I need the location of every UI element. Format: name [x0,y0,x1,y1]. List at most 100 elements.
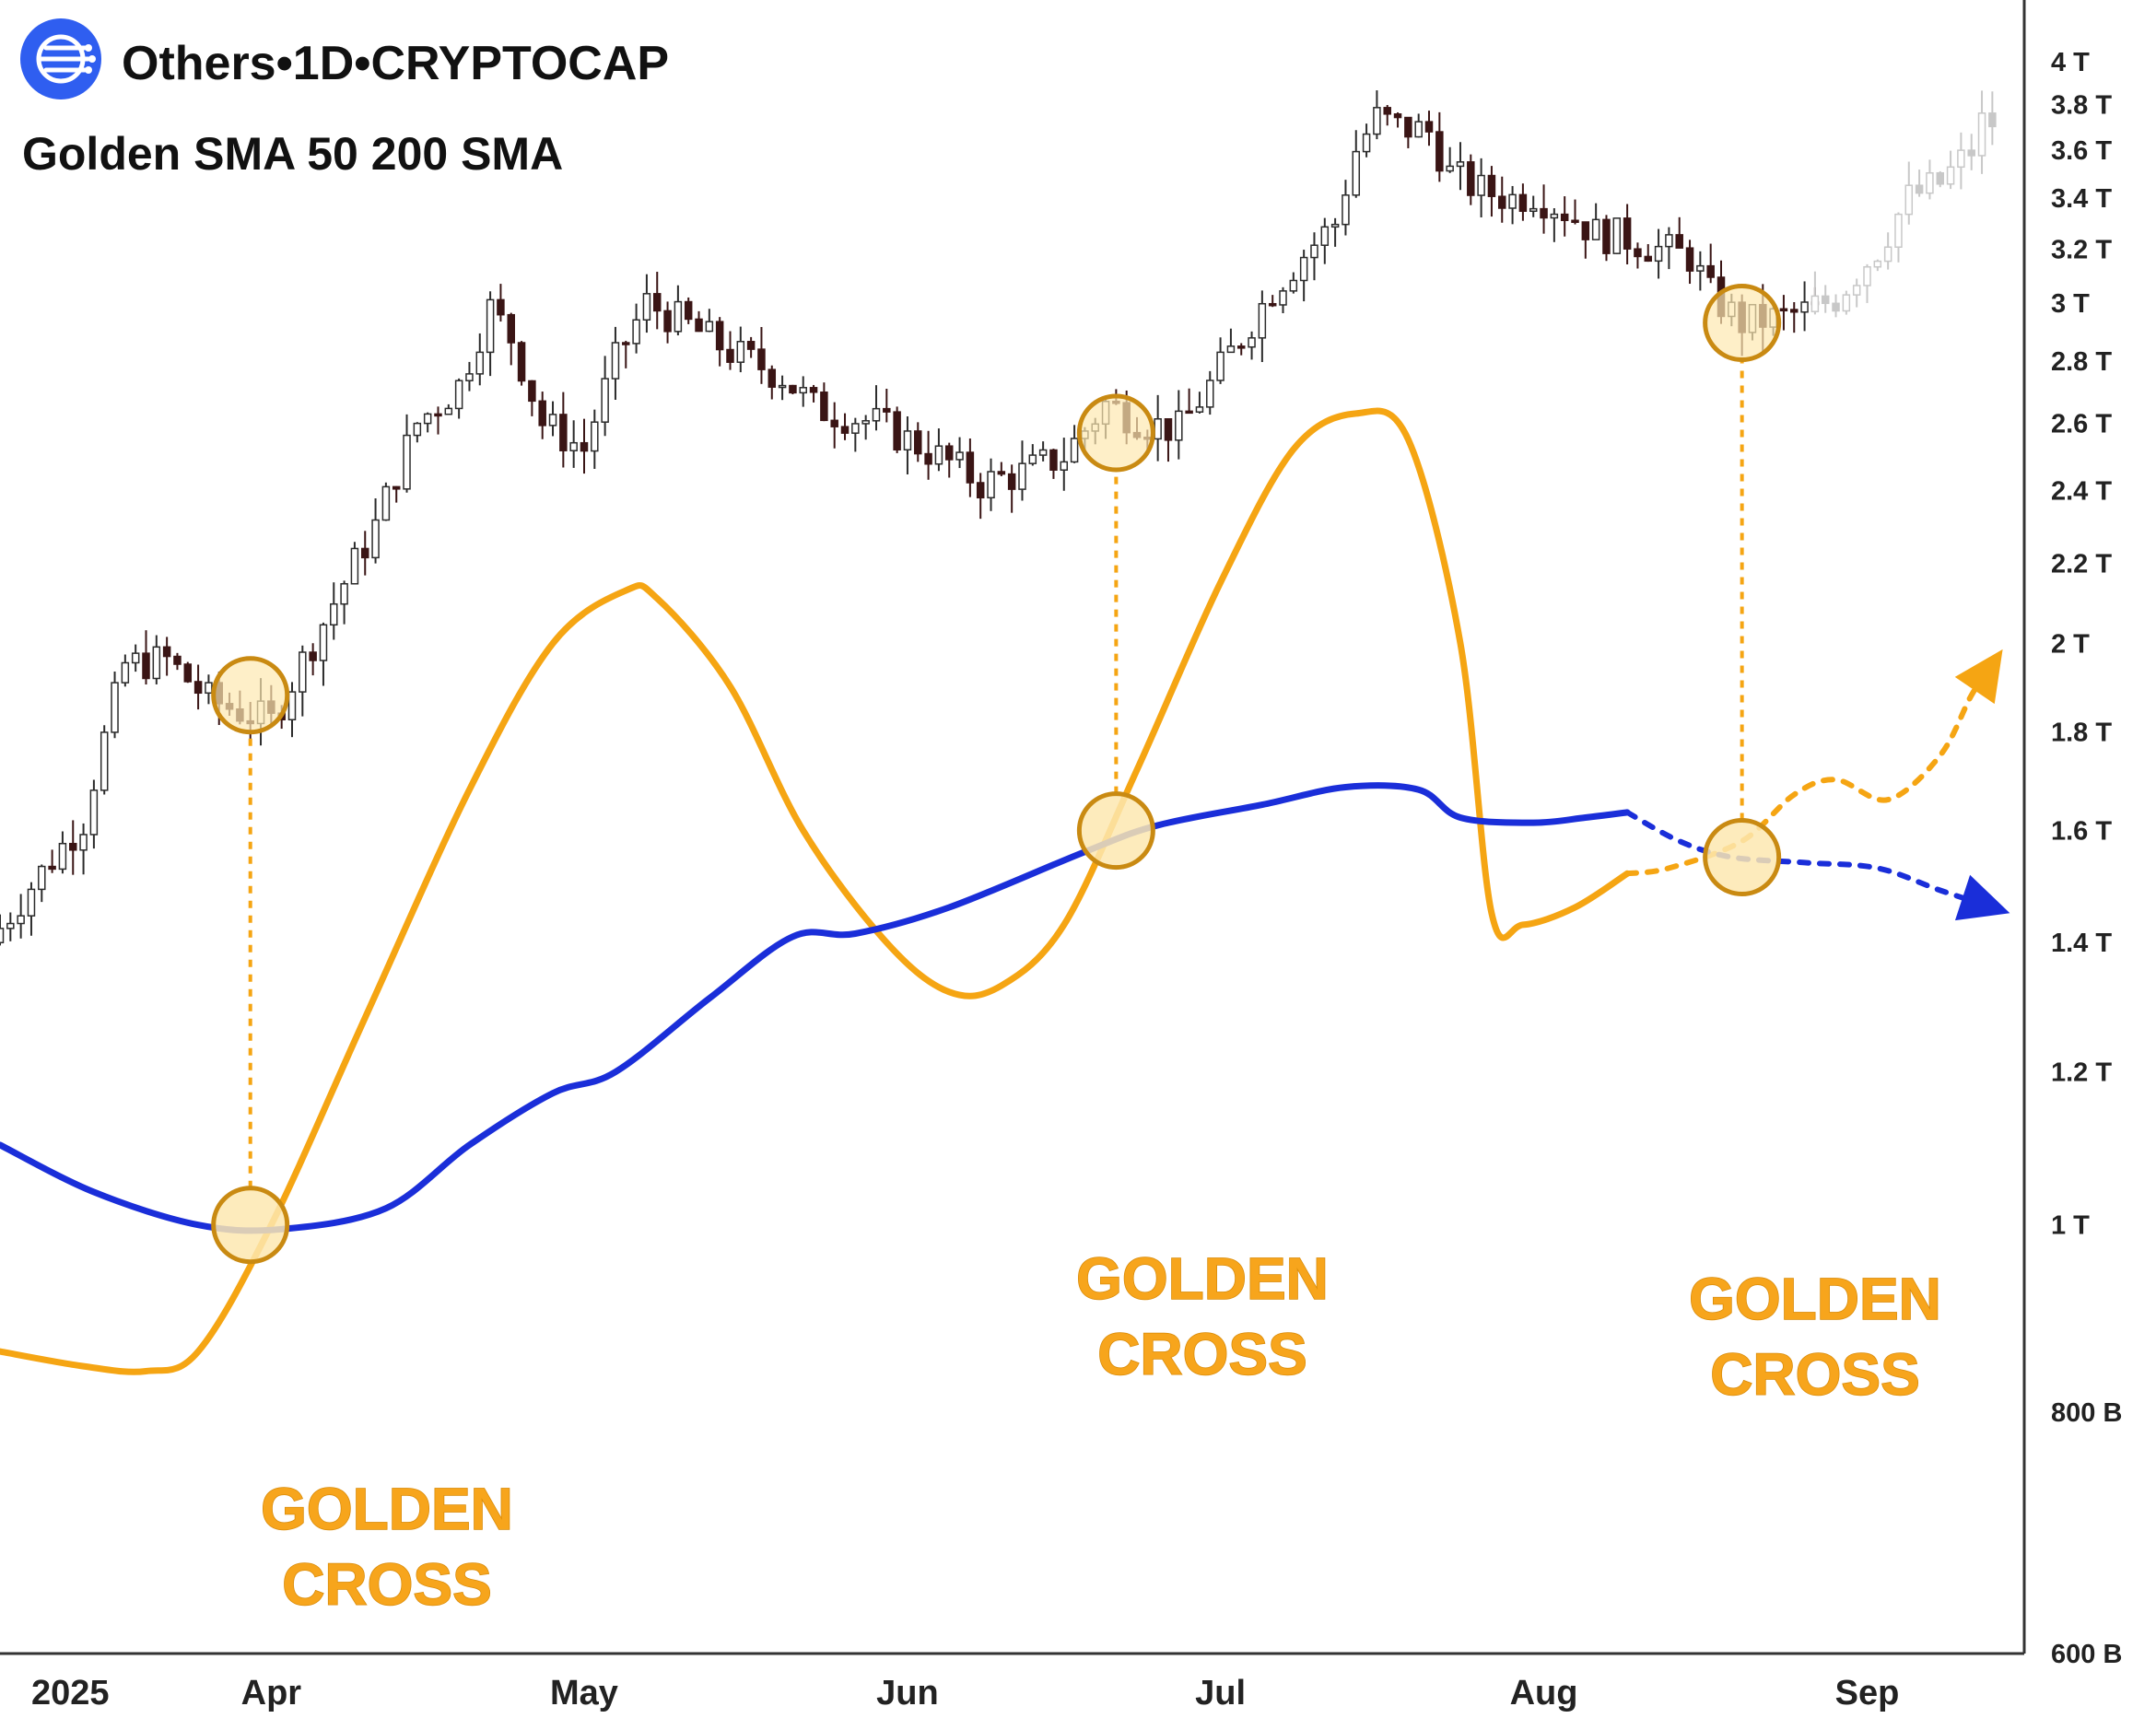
candle [601,356,609,437]
candle [1540,184,1548,234]
candle [809,384,818,403]
projected-candle [1946,150,1955,190]
candle [1268,295,1277,308]
candle [893,406,901,453]
candle [820,382,828,422]
candle [674,285,683,336]
projected-candles [1810,90,1997,318]
candle [1236,343,1246,356]
candle [507,312,515,366]
candle [423,412,432,433]
sma-200-line [0,782,1631,1234]
candle [392,485,401,503]
y-tick-label: 2.2 T [2051,550,2112,579]
golden-cross-markers [211,284,1782,1265]
candle [1435,111,1444,182]
candle [1383,104,1391,126]
candle [789,384,797,395]
candle [1216,337,1224,384]
candle [663,301,672,344]
candle [934,428,943,472]
cross-marker [211,1186,290,1265]
candle-marker [211,656,290,735]
candle [799,376,807,407]
candle [1070,425,1079,463]
candle [1007,464,1016,513]
x-tick-label: Jul [1195,1674,1246,1712]
candle [1487,166,1496,217]
projected-candle [1821,285,1830,313]
candle [173,652,182,671]
candle [705,309,714,333]
candle [1164,418,1173,462]
candle [914,422,922,462]
candle [548,401,557,437]
x-tick-label: Jun [876,1674,939,1712]
candle [528,380,536,416]
candle [121,654,130,687]
candle [1508,185,1517,225]
candle [1665,227,1673,270]
candle [17,894,25,939]
candle [360,531,369,576]
candle [1320,217,1330,264]
candle [1591,203,1600,240]
y-tick-label: 1.8 T [2051,718,2112,747]
candle [152,635,161,684]
candle [1581,221,1590,259]
candle [736,326,745,373]
candle [840,413,850,440]
candle [1571,199,1579,225]
candle [38,864,46,903]
y-tick-label: 2 T [2051,629,2090,659]
candle [684,297,693,324]
candle [976,473,985,520]
sma-lines [0,407,2010,1375]
candle [1310,232,1318,281]
candle [58,831,67,874]
candle [1550,208,1559,242]
candle [1456,142,1465,191]
projected-candle [1832,294,1840,318]
candle [1518,183,1528,221]
x-tick-label: Apr [241,1674,302,1712]
candle [1779,295,1788,331]
candle [1424,111,1434,146]
candle [0,914,5,946]
projected-candle [1936,170,1945,188]
x-tick-label: 2025 [31,1674,110,1712]
candle [131,644,140,672]
candle [350,542,359,585]
candle-marker [1076,393,1155,473]
candle [1299,250,1308,302]
candle [1038,441,1048,462]
candle [183,661,193,684]
candle [1289,272,1298,294]
chart-subtitle: Golden SMA 50 200 SMA [22,128,563,180]
candle [1602,215,1611,262]
candle [1675,216,1683,249]
candle [652,272,662,330]
candle [966,438,975,497]
candle [1060,438,1069,491]
candle [1258,290,1267,362]
y-tick-label: 4 T [2051,48,2090,77]
y-tick-label: 800 B [2051,1398,2122,1428]
y-tick-label: 2.8 T [2051,347,2112,377]
candle [465,361,474,392]
sma-50-line [0,407,1631,1375]
projected-candle [1926,159,1934,200]
candle [434,406,442,435]
candle [1352,130,1361,198]
candle [944,442,954,478]
golden-cross-label: GOLDEN [1689,1266,1941,1332]
sma-200-projection [1624,809,1996,910]
candle [642,274,651,333]
y-tick-label: 1 T [2051,1211,2090,1241]
projected-candle [1957,132,1965,190]
candle [746,336,756,358]
candle [1790,301,1799,333]
chart-header: Others•1D•CRYPTOCAP Golden SMA 50 200 SM… [20,18,669,180]
candle [371,498,380,564]
candle [1644,244,1653,263]
